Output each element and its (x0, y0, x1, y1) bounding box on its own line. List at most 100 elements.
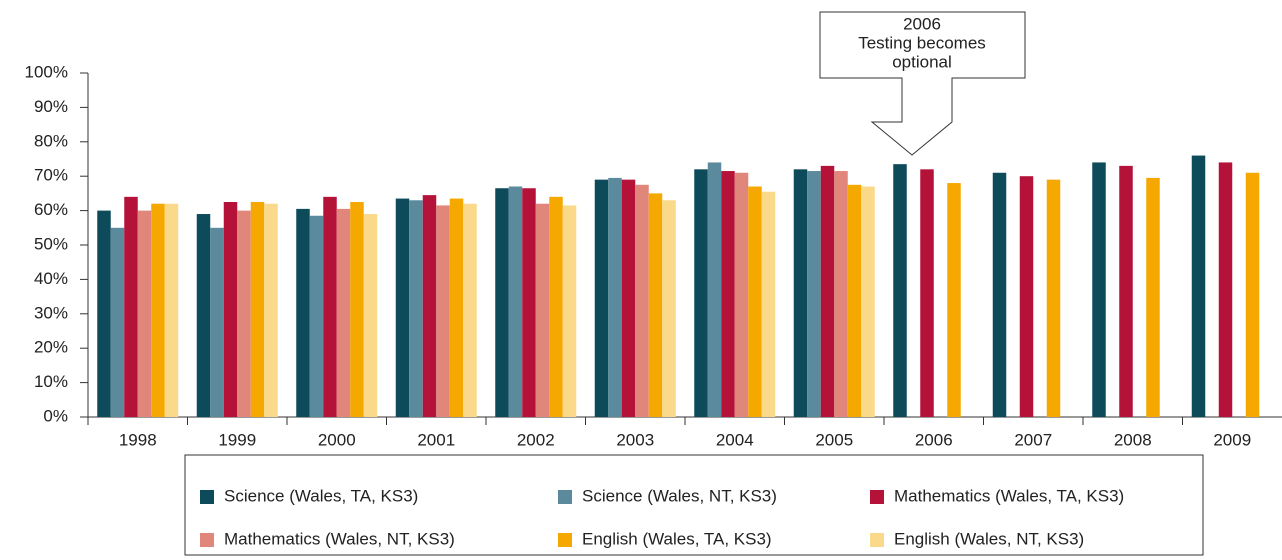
bar (137, 210, 152, 417)
bar (463, 203, 477, 417)
legend-swatch (558, 490, 572, 504)
y-tick-label: 100% (25, 62, 68, 81)
bar (535, 203, 550, 417)
bar (436, 205, 450, 417)
bar (549, 196, 563, 417)
bar (1119, 165, 1133, 417)
bar (608, 177, 622, 417)
bar (1019, 176, 1034, 417)
bar (992, 172, 1007, 417)
bar (621, 179, 636, 417)
bar (594, 179, 609, 417)
x-tick-label: 2006 (915, 430, 953, 449)
bar (296, 208, 310, 417)
y-tick-label: 70% (34, 166, 68, 185)
bar (264, 203, 278, 417)
bar (1191, 155, 1206, 417)
legend-swatch (200, 490, 214, 504)
y-tick-label: 10% (34, 372, 68, 391)
legend-label: English (Wales, TA, KS3) (582, 529, 772, 548)
bar (336, 208, 351, 417)
legend-label: Mathematics (Wales, NT, KS3) (224, 529, 455, 548)
bar (495, 188, 509, 417)
legend-label: Science (Wales, NT, KS3) (582, 486, 777, 505)
bar (1146, 177, 1160, 417)
legend-swatch (200, 533, 214, 547)
legend-swatch (870, 490, 884, 504)
bar (947, 183, 961, 417)
y-tick-label: 0% (43, 406, 68, 425)
bar (635, 184, 649, 417)
x-tick-label: 2002 (517, 430, 555, 449)
x-tick-label: 2004 (716, 430, 754, 449)
x-tick-label: 2000 (318, 430, 356, 449)
bar (223, 202, 238, 417)
bar (1046, 179, 1061, 417)
bar (648, 193, 663, 417)
bar (449, 198, 464, 417)
y-tick-label: 80% (34, 131, 68, 150)
annotation-text: optional (892, 52, 952, 71)
bar (761, 191, 776, 417)
legend-label: Mathematics (Wales, TA, KS3) (894, 486, 1124, 505)
bar (151, 203, 165, 417)
bar (734, 172, 749, 417)
bar (1092, 162, 1106, 417)
x-tick-label: 2005 (815, 430, 853, 449)
x-tick-label: 1998 (119, 430, 157, 449)
legend-swatch (870, 533, 884, 547)
bar (920, 169, 934, 417)
bar (395, 198, 410, 417)
y-tick-label: 20% (34, 338, 68, 357)
x-tick-label: 2001 (417, 430, 455, 449)
x-tick-label: 2008 (1114, 430, 1152, 449)
bar (350, 202, 364, 417)
x-tick-label: 2009 (1213, 430, 1251, 449)
bar (820, 165, 835, 417)
bar (508, 186, 523, 417)
bar (309, 215, 324, 417)
bar (522, 188, 536, 417)
bar (694, 169, 708, 417)
bar (893, 164, 907, 417)
bar (1218, 162, 1233, 417)
bar (250, 202, 265, 417)
bar (707, 162, 722, 417)
bar (210, 227, 224, 417)
bar (847, 184, 862, 417)
bar (721, 171, 735, 417)
bar (807, 171, 821, 417)
bar (662, 200, 676, 417)
annotation-text: 2006 (903, 14, 941, 33)
bar (748, 186, 762, 417)
legend-label: English (Wales, NT, KS3) (894, 529, 1084, 548)
bar (196, 214, 211, 417)
bar (110, 227, 125, 417)
legend-box (184, 454, 1204, 556)
x-tick-label: 1999 (218, 430, 256, 449)
bar (422, 195, 437, 417)
bar (562, 205, 577, 417)
y-tick-label: 50% (34, 234, 68, 253)
y-tick-label: 90% (34, 97, 68, 116)
bar (164, 203, 179, 417)
bar (97, 210, 111, 417)
annotation-callout (819, 11, 1026, 156)
bar (834, 171, 848, 417)
bar (861, 186, 875, 417)
bar (363, 214, 378, 417)
legend-swatch (558, 533, 572, 547)
legend-label: Science (Wales, TA, KS3) (224, 486, 418, 505)
y-tick-label: 60% (34, 200, 68, 219)
bar (409, 200, 423, 417)
bar (237, 210, 251, 417)
annotation-text: Testing becomes (858, 33, 986, 52)
x-tick-label: 2003 (616, 430, 654, 449)
bar (793, 169, 808, 417)
bar (124, 196, 138, 417)
y-tick-label: 30% (34, 303, 68, 322)
y-tick-label: 40% (34, 269, 68, 288)
x-tick-label: 2007 (1014, 430, 1052, 449)
bar (323, 196, 337, 417)
